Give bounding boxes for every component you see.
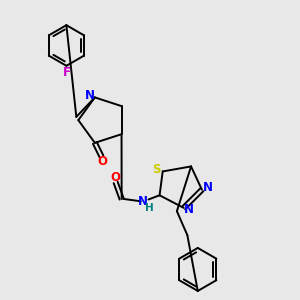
Text: N: N bbox=[85, 88, 94, 101]
Text: O: O bbox=[97, 155, 107, 168]
Text: H: H bbox=[145, 203, 154, 213]
Text: N: N bbox=[184, 203, 194, 216]
Text: F: F bbox=[62, 66, 70, 79]
Text: N: N bbox=[138, 195, 148, 208]
Text: O: O bbox=[110, 171, 120, 184]
Text: N: N bbox=[203, 181, 213, 194]
Text: S: S bbox=[152, 164, 161, 176]
